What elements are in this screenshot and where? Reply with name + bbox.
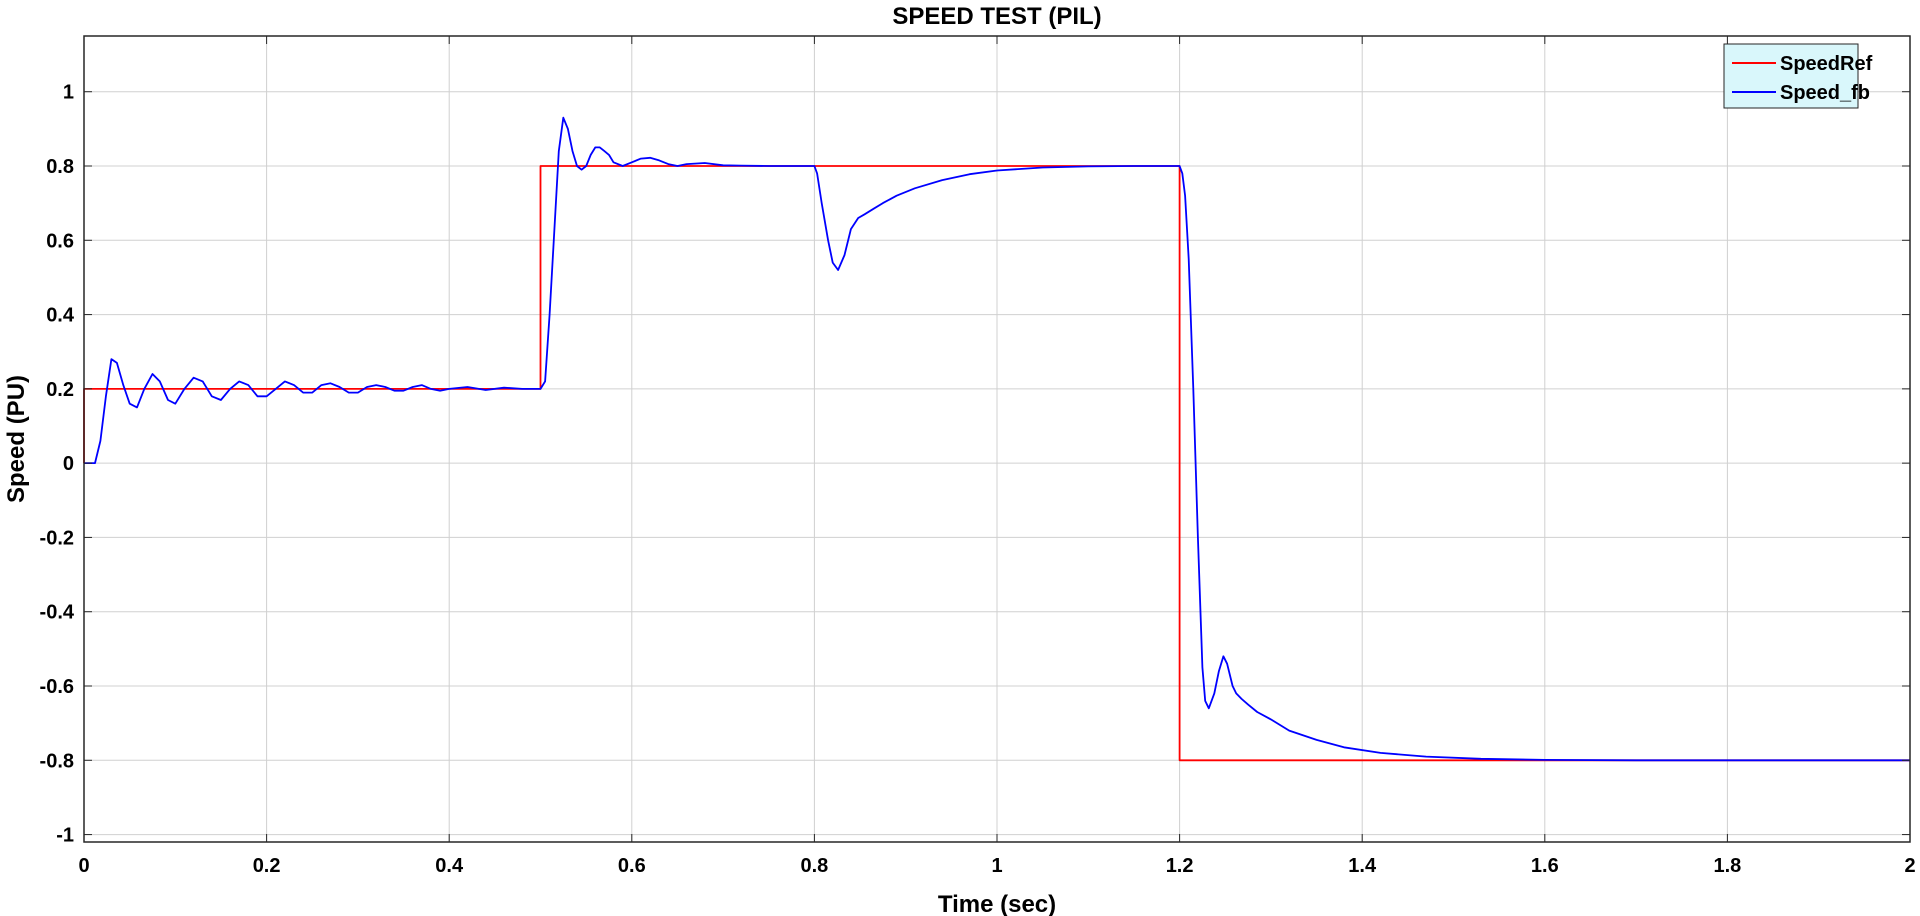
- x-tick-label: 0.4: [435, 855, 464, 877]
- x-tick-label: 1.8: [1713, 855, 1741, 877]
- y-tick-label: 0: [63, 453, 74, 475]
- y-tick-label: -0.8: [40, 750, 74, 772]
- legend-label: Speed_fb: [1780, 82, 1870, 104]
- x-tick-label: 1.4: [1348, 855, 1377, 877]
- x-tick-label: 0: [78, 855, 89, 877]
- x-tick-label: 0.8: [800, 855, 828, 877]
- legend-label: SpeedRef: [1780, 53, 1873, 75]
- series-line-speed-fb: [84, 116, 1910, 762]
- y-tick-label: -0.2: [40, 527, 74, 549]
- legend-box: [1723, 43, 1859, 109]
- legend: SpeedRef Speed_fb: [1723, 43, 1873, 109]
- y-tick-label: 1: [63, 82, 74, 104]
- chart-title: SPEED TEST (PIL): [892, 3, 1101, 30]
- x-tick-label: 0.6: [618, 855, 646, 877]
- y-tick-label: 0.6: [46, 230, 74, 252]
- x-axis-title: Time (sec): [938, 891, 1056, 916]
- y-tick-label: -0.6: [40, 676, 74, 698]
- x-tick-label: 1: [991, 855, 1002, 877]
- x-tick-label: 0.2: [253, 855, 281, 877]
- x-tick-label: 2: [1904, 855, 1915, 877]
- y-tick-label: 0.4: [46, 305, 75, 327]
- y-tick-label: -0.4: [40, 602, 75, 624]
- x-tick-label: 1.2: [1166, 855, 1194, 877]
- ticks: 0 0.2 0.4 0.6 0.8 1 1.2 1.4 1.6 1.8 2 -1 -0.8 -0.6 -0.…: [40, 36, 1916, 877]
- y-axis-title: Speed (PU): [3, 375, 30, 503]
- y-tick-label: 0.8: [46, 156, 74, 178]
- x-tick-label: 1.6: [1531, 855, 1559, 877]
- y-tick-label: -1: [56, 825, 74, 847]
- y-tick-label: 0.2: [46, 379, 74, 401]
